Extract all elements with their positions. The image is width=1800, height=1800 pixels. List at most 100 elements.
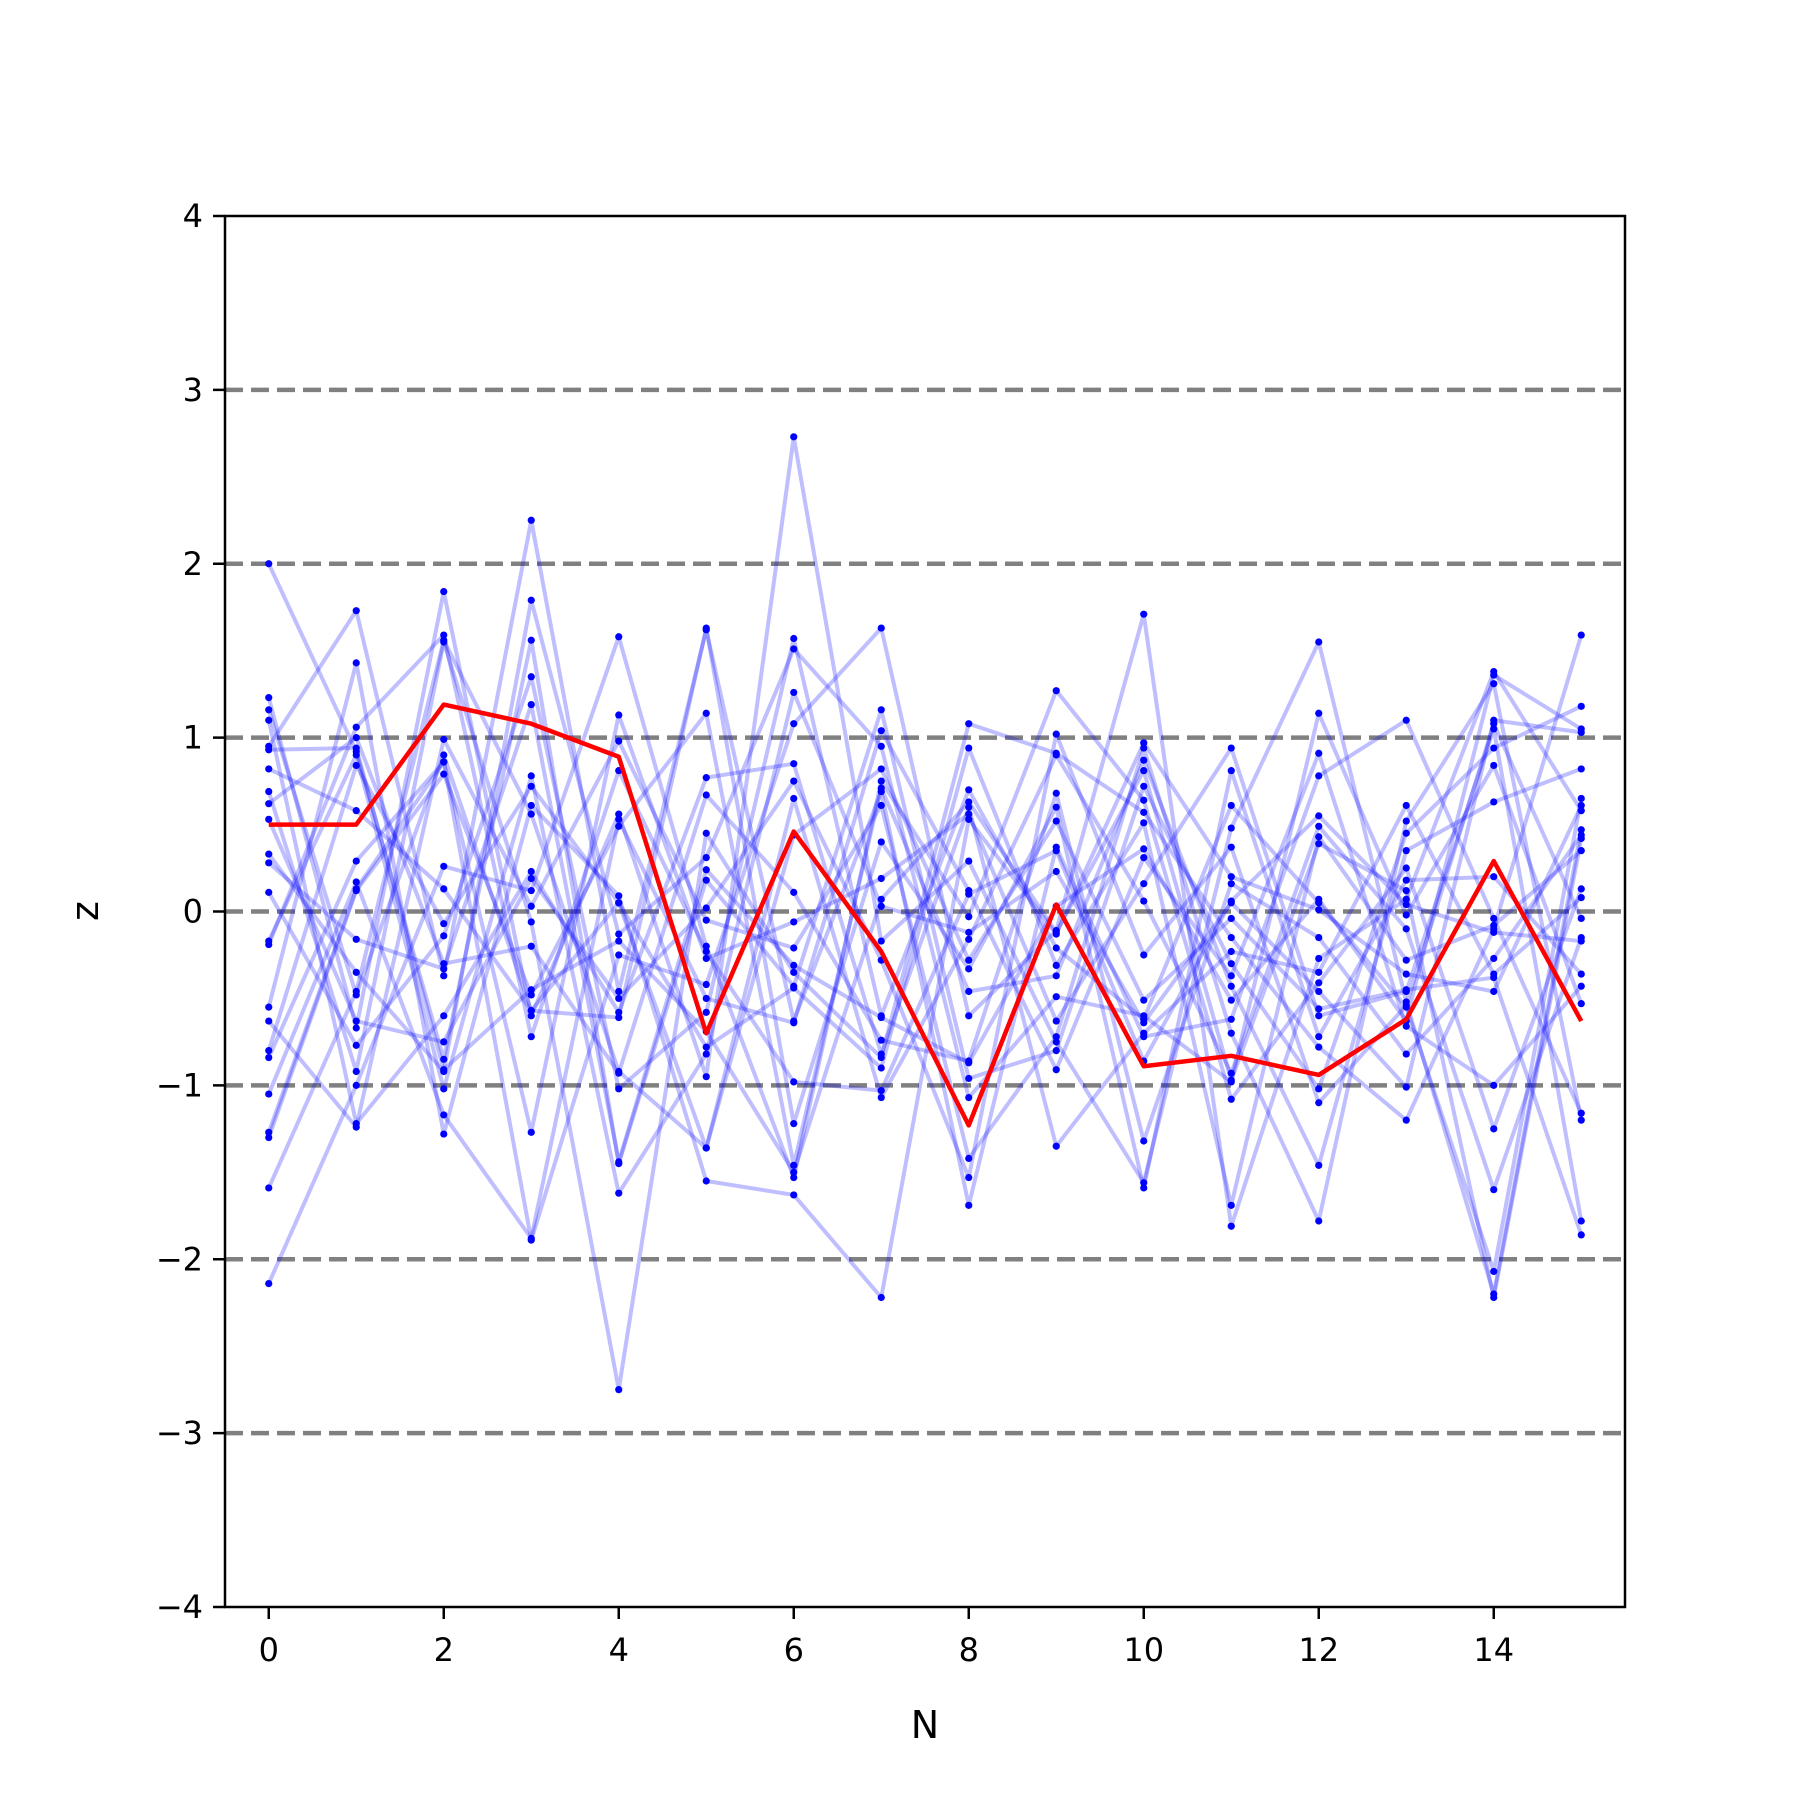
sample-point bbox=[352, 857, 360, 865]
highlight-series bbox=[268, 702, 1584, 1128]
sample-series-line bbox=[266, 711, 1582, 1168]
sample-point bbox=[352, 1017, 360, 1025]
sample-point bbox=[615, 892, 623, 900]
sample-point bbox=[790, 720, 798, 728]
sample-point bbox=[527, 636, 535, 644]
sample-point bbox=[1577, 893, 1585, 902]
sample-point bbox=[1577, 807, 1585, 815]
sample-point bbox=[1402, 1001, 1410, 1009]
sample-point bbox=[1140, 996, 1148, 1004]
sample-point bbox=[1402, 847, 1410, 855]
sample-point bbox=[1227, 744, 1235, 752]
sample-point bbox=[1402, 900, 1410, 909]
sample-point bbox=[1490, 921, 1498, 930]
sample-series-line bbox=[266, 638, 1584, 1236]
sample-point bbox=[1140, 880, 1148, 888]
sample-point bbox=[877, 706, 885, 714]
sample-point bbox=[1577, 702, 1585, 710]
sample-series-8 bbox=[265, 711, 1585, 1225]
sample-point bbox=[527, 986, 535, 994]
sample-point bbox=[702, 1073, 710, 1081]
sample-point bbox=[877, 1013, 885, 1022]
sample-point bbox=[1490, 725, 1498, 733]
sample-point bbox=[1577, 1231, 1585, 1239]
sample-point bbox=[965, 987, 973, 996]
sample-point bbox=[265, 560, 273, 568]
y-tick-label: 1 bbox=[183, 719, 203, 757]
sample-point bbox=[1140, 1137, 1148, 1145]
sample-point bbox=[790, 1120, 798, 1128]
sample-point bbox=[1315, 1099, 1323, 1107]
sample-point bbox=[1227, 801, 1235, 810]
sample-point bbox=[1140, 853, 1148, 862]
sample-point bbox=[790, 1173, 798, 1182]
sample-point bbox=[1315, 772, 1323, 780]
sample-point bbox=[877, 1050, 885, 1058]
sample-point bbox=[790, 688, 798, 697]
sample-point bbox=[265, 859, 273, 867]
sample-point bbox=[877, 874, 885, 883]
sample-point bbox=[352, 761, 360, 770]
sample-point bbox=[1052, 730, 1060, 738]
x-tick-label: 0 bbox=[259, 1631, 279, 1669]
sample-point bbox=[702, 947, 710, 956]
sample-point bbox=[527, 1033, 535, 1041]
sample-point bbox=[265, 1128, 273, 1136]
sample-point bbox=[440, 587, 448, 596]
sample-point bbox=[1227, 960, 1235, 968]
sample-point bbox=[1052, 789, 1060, 797]
sample-series-2 bbox=[265, 633, 1585, 1288]
sample-point bbox=[1052, 1033, 1060, 1041]
sample-point bbox=[790, 1161, 798, 1169]
sample-point bbox=[527, 991, 535, 999]
sample-point bbox=[1490, 954, 1498, 963]
sample-point bbox=[1315, 954, 1323, 963]
sample-point bbox=[1490, 720, 1498, 728]
sample-point bbox=[1577, 937, 1585, 945]
sample-point bbox=[702, 876, 710, 884]
sample-point bbox=[440, 1066, 448, 1074]
sample-point bbox=[352, 723, 360, 731]
sample-point bbox=[702, 954, 710, 963]
sample-point bbox=[790, 1019, 798, 1027]
sample-point bbox=[1577, 631, 1585, 639]
sample-point bbox=[965, 798, 973, 806]
sample-point bbox=[1052, 1038, 1060, 1046]
y-axis: −4 −3 −2 −1 0 1 2 3 4 bbox=[156, 197, 225, 1626]
sample-point bbox=[1490, 928, 1498, 936]
sample-point bbox=[1140, 845, 1148, 853]
sample-point bbox=[265, 1017, 273, 1025]
sample-point bbox=[615, 1386, 623, 1394]
sample-point bbox=[1227, 880, 1235, 888]
sample-point bbox=[1227, 843, 1235, 851]
sample-point bbox=[352, 1041, 360, 1049]
sample-point bbox=[702, 1043, 710, 1051]
sample-point bbox=[702, 916, 710, 924]
sample-point bbox=[527, 801, 535, 810]
sample-point bbox=[877, 1293, 885, 1302]
sample-point bbox=[1402, 801, 1410, 810]
sample-point bbox=[790, 888, 798, 896]
sample-point bbox=[527, 516, 535, 524]
sample-point bbox=[265, 716, 273, 724]
sample-point bbox=[1315, 1085, 1323, 1093]
sample-point bbox=[702, 853, 710, 862]
sample-point bbox=[1315, 833, 1323, 841]
sample-point bbox=[527, 942, 535, 950]
sample-point bbox=[265, 746, 273, 754]
sample-point bbox=[265, 1003, 273, 1011]
sample-point bbox=[877, 727, 885, 735]
sample-point bbox=[965, 803, 973, 811]
sample-point bbox=[1227, 824, 1235, 832]
sample-point bbox=[1315, 1043, 1323, 1051]
sample-point bbox=[790, 1168, 798, 1176]
sample-point bbox=[1140, 951, 1148, 959]
sample-point bbox=[527, 782, 535, 790]
sample-point bbox=[1315, 1161, 1323, 1169]
y-tick-label: 4 bbox=[183, 197, 203, 235]
sample-point bbox=[440, 735, 448, 743]
sample-point bbox=[440, 758, 448, 766]
sample-series-line bbox=[266, 728, 1583, 1241]
sample-point bbox=[1140, 897, 1148, 905]
sample-point bbox=[440, 1130, 448, 1138]
